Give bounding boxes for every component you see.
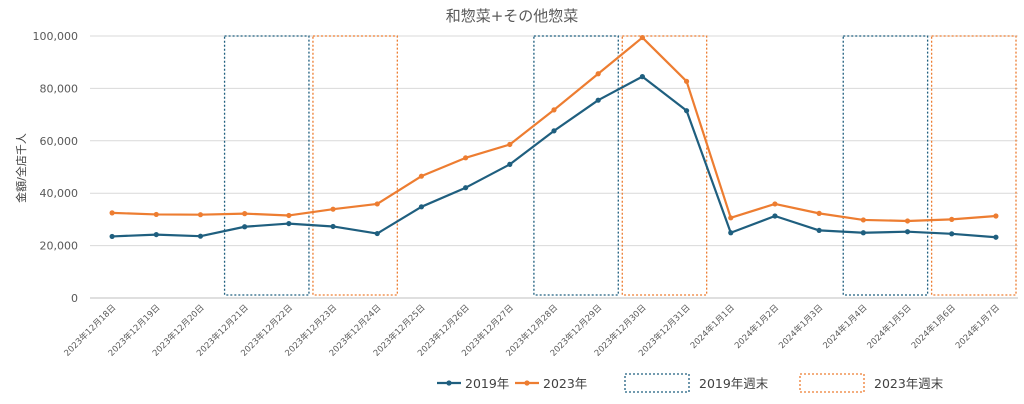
data-point [330, 223, 336, 230]
data-point [816, 210, 822, 216]
data-point [595, 71, 601, 77]
data-point [463, 155, 469, 161]
x-tick-label: 2024年1月2日 [732, 302, 781, 351]
x-tick-label: 2024年1月6日 [909, 302, 958, 351]
y-tick-label: 40,000 [40, 187, 79, 200]
data-point [242, 211, 248, 217]
x-tick-label: 2024年1月3日 [777, 302, 826, 351]
data-point [197, 233, 204, 239]
data-point [286, 220, 292, 227]
data-point [728, 215, 734, 221]
weekend-box [312, 35, 398, 296]
x-tick-label: 2024年1月7日 [953, 302, 1002, 351]
data-point [197, 212, 204, 218]
data-point [330, 206, 336, 212]
data-point [639, 34, 645, 41]
legend-label: 2019年週末 [699, 376, 769, 391]
data-point [772, 213, 778, 219]
weekend-boxes [223, 35, 1017, 296]
data-point [374, 230, 380, 237]
data-point [286, 212, 292, 219]
data-point [949, 231, 955, 237]
data-point [551, 128, 557, 134]
data-point [993, 234, 999, 240]
data-point [816, 227, 822, 234]
y-tick-label: 80,000 [40, 82, 79, 95]
y-tick-label: 20,000 [40, 240, 79, 253]
legend-box-marker [799, 373, 865, 393]
data-point [418, 204, 425, 210]
weekend-box [533, 35, 619, 296]
y-axis-ticks: 0 20,000 40,000 60,000 80,000 100,000 [33, 30, 79, 305]
x-tick-label: 2024年1月5日 [865, 302, 914, 351]
data-point [860, 217, 866, 223]
data-point [109, 233, 115, 240]
gridlines [90, 35, 1018, 299]
data-point [860, 230, 866, 236]
x-tick-label: 2024年1月1日 [688, 302, 737, 351]
series-2019年 [109, 74, 999, 240]
data-point [418, 173, 425, 179]
data-point [109, 210, 115, 216]
legend-box-marker [624, 373, 690, 393]
y-tick-label: 100,000 [33, 30, 79, 43]
legend: 2019年 2023年 2019年週末 2023年週末 [437, 373, 944, 393]
data-point [639, 74, 645, 80]
data-point [507, 161, 513, 167]
data-point [374, 201, 380, 207]
data-point [683, 78, 690, 84]
legend-point-marker [446, 380, 452, 386]
legend-label: 2023年週末 [874, 376, 944, 391]
x-tick-label: 2024年1月4日 [821, 302, 870, 351]
data-point [772, 201, 778, 207]
data-point [904, 218, 911, 224]
data-point [463, 185, 469, 191]
data-point [949, 216, 955, 222]
x-axis-ticks: 2023年12月18日2023年12月19日2023年12月20日2023年12… [62, 302, 1002, 358]
y-tick-label: 60,000 [40, 135, 79, 148]
y-axis-label: 金額/全店千人 [14, 133, 28, 203]
series-lines [109, 34, 999, 240]
weekend-box [621, 35, 708, 296]
weekend-box [223, 35, 310, 296]
weekend-box [842, 35, 929, 296]
y-tick-label: 0 [71, 292, 78, 305]
data-point [683, 108, 690, 114]
data-point [507, 141, 513, 148]
data-point [595, 97, 601, 103]
data-point [904, 229, 911, 235]
data-point [153, 231, 159, 238]
legend-label: 2023年 [543, 376, 587, 391]
data-point [993, 213, 999, 219]
legend-label: 2019年 [465, 376, 509, 391]
series-2023年 [109, 34, 999, 224]
weekend-box [930, 35, 1017, 296]
data-point [242, 224, 248, 230]
data-point [153, 211, 159, 218]
chart-title: 和惣菜+その他惣菜 [446, 7, 579, 25]
data-point [551, 107, 557, 113]
data-point [728, 230, 734, 236]
legend-point-marker [524, 380, 530, 386]
